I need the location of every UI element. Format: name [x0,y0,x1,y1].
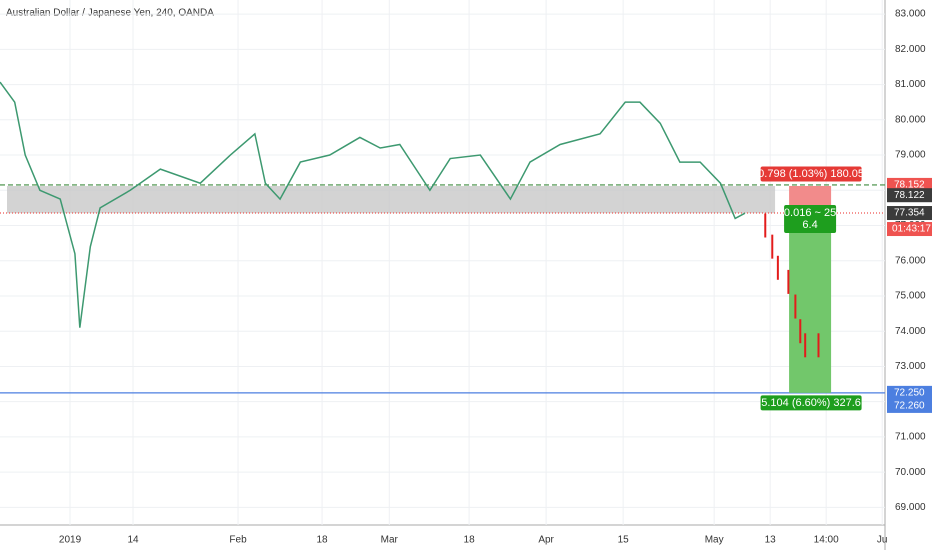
price-tag: 78.152 [894,180,925,191]
x-tick-label: Mar [381,535,399,546]
y-tick-label: 73.000 [895,361,926,372]
target-label-bg [760,395,862,411]
price-tag: 78.122 [894,190,925,201]
mid-label: 6.4 [802,219,817,231]
y-tick-label: 76.000 [895,255,926,266]
price-tag-bg [887,385,932,400]
y-tick-label: 69.000 [895,502,926,513]
x-tick-label: 14:00 [814,535,839,546]
x-tick-label: 14 [127,535,139,546]
x-tick-label: Ju [877,535,888,546]
zone [7,186,776,214]
mid-label-bg [784,205,837,234]
y-tick-label: 83.000 [895,9,926,20]
x-tick-label: 2019 [59,535,82,546]
y-tick-label: 81.000 [895,79,926,90]
y-tick-label: 80.000 [895,114,926,125]
price-tag-bg [887,398,932,413]
countdown-bg [887,222,932,237]
x-tick-label: 13 [765,535,777,546]
price-tag: 72.260 [894,401,925,412]
x-tick-label: 18 [464,535,476,546]
x-tick-label: Feb [229,535,247,546]
x-tick-label: 15 [618,535,630,546]
price-tag-bg [887,206,932,221]
chart-title: Australian Dollar / Japanese Yen, 240, O… [6,8,214,19]
x-tick-label: May [705,535,724,546]
price-line [0,81,746,328]
y-tick-label: 75.000 [895,291,926,302]
y-tick-label: 74.000 [895,326,926,337]
price-tag: 72.250 [894,388,925,399]
y-tick-label: 71.000 [895,432,926,443]
target-label: 5.104 (6.60%) 327.6 [761,397,861,409]
price-tag-bg [887,188,932,203]
mid-label: 0.016 ~ 25 [784,207,836,219]
x-tick-label: Apr [538,535,554,546]
stop-label: 0.798 (1.03%) 180.05 [758,168,864,180]
countdown: 01:43:17 [892,224,931,235]
y-tick-label: 82.000 [895,44,926,55]
y-tick-label: 79.000 [895,150,926,161]
stop-label-bg [760,166,862,182]
price-tag: 77.354 [894,208,925,219]
x-tick-label: 18 [317,535,329,546]
y-tick-label: 70.000 [895,467,926,478]
